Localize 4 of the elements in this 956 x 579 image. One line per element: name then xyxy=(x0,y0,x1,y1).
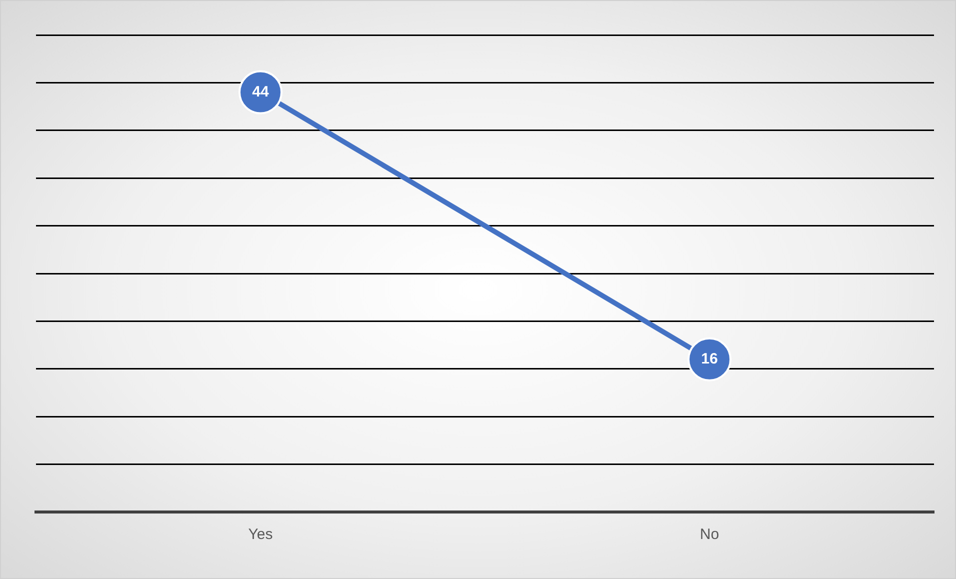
x-tick-label: Yes xyxy=(248,526,273,544)
data-label: 44 xyxy=(252,83,270,100)
data-label: 16 xyxy=(701,350,718,368)
x-tick-label: No xyxy=(700,526,720,544)
